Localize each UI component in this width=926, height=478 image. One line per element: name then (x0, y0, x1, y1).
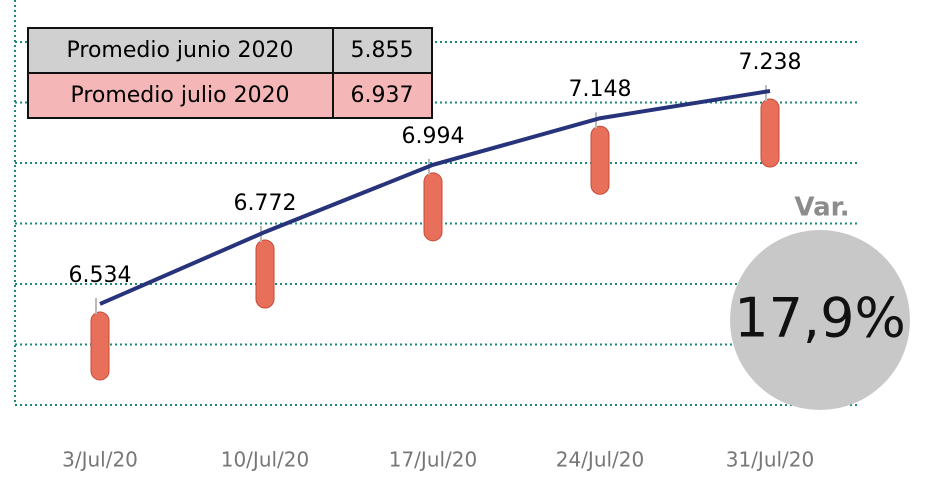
sausage-icon (424, 173, 442, 241)
x-tick-label: 31/Jul/20 (726, 448, 815, 472)
x-tick-label: 10/Jul/20 (221, 448, 310, 472)
data-label: 6.994 (402, 124, 465, 149)
data-label: 7.238 (739, 50, 802, 75)
x-tick-label: 3/Jul/20 (62, 448, 138, 472)
table-value: 5.855 (351, 38, 414, 63)
variation-value: 17,9% (734, 287, 906, 350)
variation-title: Var. (794, 193, 849, 223)
table-value: 6.937 (351, 83, 414, 108)
table-label: Promedio junio 2020 (67, 38, 294, 63)
table-label: Promedio julio 2020 (70, 83, 289, 108)
sausage-icon (256, 240, 274, 308)
sausage-icon (591, 126, 609, 194)
x-tick-label: 24/Jul/20 (556, 448, 645, 472)
data-label: 6.534 (69, 263, 132, 288)
sausage-icon (91, 312, 109, 380)
chart: 6.534 6.772 6.994 7.148 7.238 Promedio junio… (0, 0, 926, 478)
x-tick-label: 17/Jul/20 (389, 448, 478, 472)
sausage-icon (761, 99, 779, 167)
data-label: 7.148 (569, 77, 632, 102)
data-label: 6.772 (234, 191, 297, 216)
summary-table: Promedio junio 2020 5.855 Promedio julio… (28, 28, 432, 118)
